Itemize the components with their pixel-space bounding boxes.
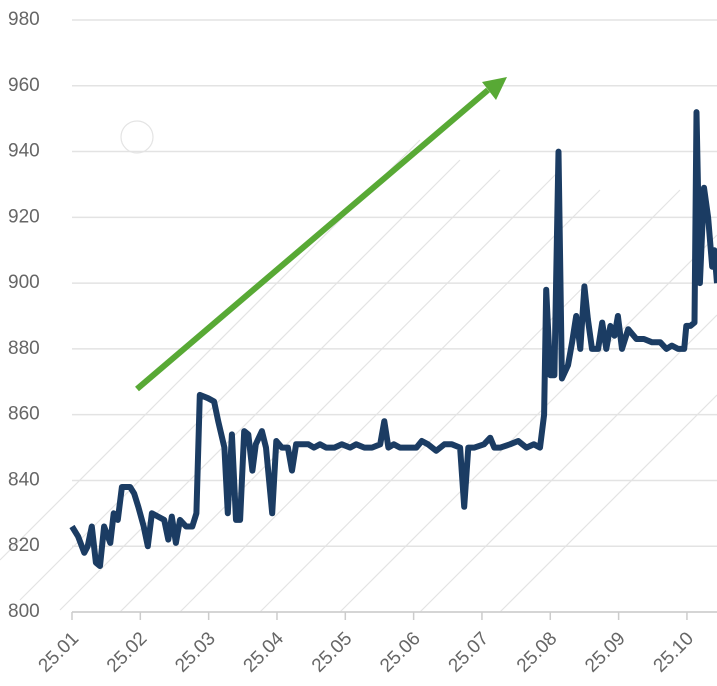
x-tick-label: 25.05 (308, 628, 356, 676)
trend-arrow (135, 77, 507, 392)
x-tick-label: 25.09 (581, 628, 629, 676)
y-tick-label: 940 (8, 141, 40, 162)
x-tick-label: 25.03 (171, 628, 219, 676)
y-tick-label: 920 (8, 206, 40, 227)
y-tick-label: 960 (8, 75, 40, 96)
x-tick-label: 25.01 (35, 628, 83, 676)
y-tick-label: 800 (8, 601, 40, 622)
watermark (0, 120, 717, 613)
y-tick-label: 840 (8, 469, 40, 490)
y-tick-label: 900 (8, 272, 40, 293)
x-tick-label: 25.04 (240, 628, 289, 677)
x-tick-label: 25.07 (445, 628, 493, 676)
y-tick-label: 980 (8, 9, 40, 30)
x-tick-label: 25.08 (513, 628, 561, 676)
x-tick-label: 25.02 (103, 628, 151, 676)
grid: 800 820 840 860 880 900 920 940 960 980 25.01 25.02… (8, 9, 717, 677)
plot (69, 109, 717, 569)
y-tick-label: 820 (8, 535, 40, 556)
x-tick-label: 25.06 (376, 628, 424, 676)
price-line (69, 109, 717, 569)
y-tick-label: 860 (8, 404, 40, 425)
y-tick-label: 880 (8, 338, 40, 359)
x-tick-label: 25.10 (650, 628, 698, 676)
